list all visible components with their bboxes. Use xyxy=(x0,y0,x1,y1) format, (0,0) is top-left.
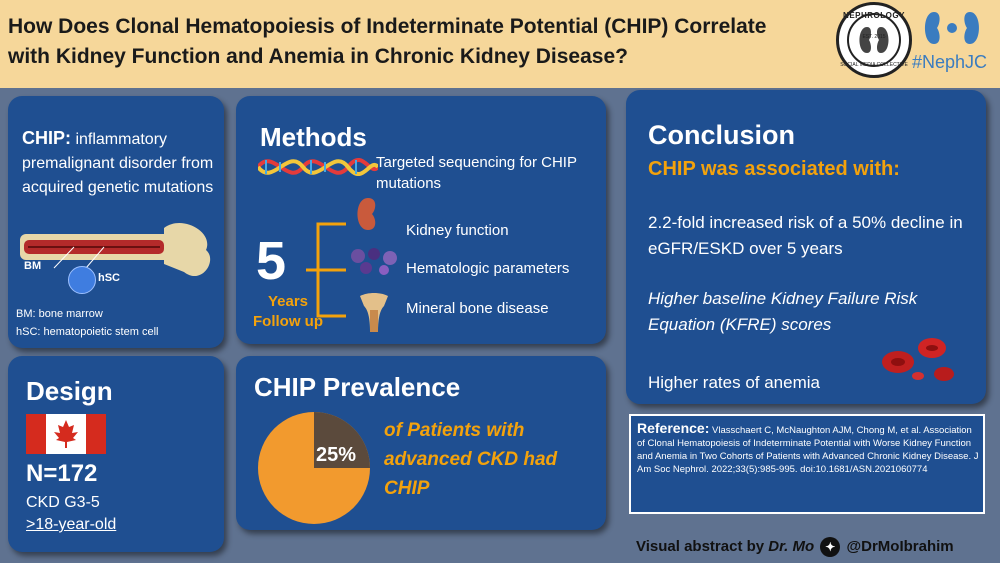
reference-box: Reference: Vlasschaert C, McNaughton AJM… xyxy=(629,414,985,514)
reference-citation: Vlasschaert C, McNaughton AJM, Chong M, … xyxy=(637,425,979,475)
hashtag-label: #NephJC xyxy=(912,52,988,72)
follow-up-years: Years Follow up xyxy=(248,292,328,332)
kidney-icon xyxy=(357,198,376,230)
conclusion-panel: Conclusion CHIP was associated with: 2.2… xyxy=(626,90,986,404)
seal-bottom-text: SOCIAL MEDIA COLLECTIVE xyxy=(840,62,908,68)
age-criteria: >18-year-old xyxy=(26,516,117,533)
bm-label: BM xyxy=(24,260,42,272)
bone-joint-icon xyxy=(360,293,388,332)
prevalence-panel: CHIP Prevalence 25% of Patients with adv… xyxy=(236,356,606,530)
chip-term: CHIP: xyxy=(22,128,71,148)
canada-flag-icon xyxy=(26,414,106,454)
methods-title: Methods xyxy=(260,122,367,152)
seal-inner-ring xyxy=(847,13,901,67)
conclusion-title: Conclusion xyxy=(648,120,795,150)
pie-slice-chip xyxy=(314,412,370,468)
method-item-kidney: Kidney function xyxy=(406,222,509,239)
chip-definition: CHIP: inflammatory premalignant disorder… xyxy=(22,126,222,200)
credit-prefix: Visual abstract by xyxy=(636,537,765,555)
prevalence-pie-chart xyxy=(258,412,370,524)
follow-up-number: 5 xyxy=(256,231,287,291)
sample-size: N=172 xyxy=(26,460,98,487)
method-item-bone: Mineral bone disease xyxy=(406,300,549,317)
design-title: Design xyxy=(26,376,113,406)
methods-panel: Methods Targeted sequencing for CHIP mut… xyxy=(236,96,606,344)
note-hsc: hSC: hematopoietic stem cell xyxy=(16,326,159,338)
credit-line: Visual abstract by Dr. Mo ✦ @DrMoIbrahim xyxy=(636,537,954,557)
note-bm: BM: bone marrow xyxy=(16,308,103,320)
design-panel: Design N=172 CKD G3-5 >18-year-old xyxy=(8,356,224,552)
conclusion-point-egfr: 2.2-fold increased risk of a 50% decline… xyxy=(648,213,963,258)
seal-est-text: EST. 2015 xyxy=(862,34,886,40)
conclusion-subtitle: CHIP was associated with: xyxy=(648,158,900,180)
bracket-icon xyxy=(306,222,346,318)
twitter-bird-icon: ✦ xyxy=(820,537,841,557)
hsc-label: hSC xyxy=(98,272,120,284)
prevalence-title: CHIP Prevalence xyxy=(254,372,461,402)
ckd-stage: CKD G3-5 xyxy=(26,494,100,511)
hsc-cell-icon xyxy=(68,266,96,294)
maple-leaf-icon xyxy=(54,420,78,448)
dna-helix-icon xyxy=(258,158,378,176)
credit-author: Dr. Mo xyxy=(768,537,815,555)
page-title: How Does Clonal Hematopoiesis of Indeter… xyxy=(8,15,767,68)
red-blood-cells-icon xyxy=(882,338,954,381)
follow-up-label: Follow up xyxy=(253,313,323,330)
conclusion-point-anemia: Higher rates of anemia xyxy=(648,373,820,392)
blood-cells-icon xyxy=(351,248,397,275)
sequencing-text: Targeted sequencing for CHIP mutations xyxy=(376,154,577,192)
chip-definition-panel: CHIP: inflammatory premalignant disorder… xyxy=(8,96,224,348)
reference-label: Reference: xyxy=(637,420,710,436)
conclusion-point-kfre: Higher baseline Kidney Failure Risk Equa… xyxy=(648,289,918,334)
kidney-emblem-icon xyxy=(859,27,889,53)
chip-definition-text: inflammatory premalignant disorder from … xyxy=(22,131,214,196)
years-label: Years xyxy=(267,293,309,310)
credit-handle[interactable]: @DrMoIbrahim xyxy=(846,537,954,555)
bone-illustration-icon xyxy=(20,223,211,277)
prevalence-percent-label: 25% xyxy=(316,444,357,466)
reference-text: Reference: Vlasschaert C, McNaughton AJM… xyxy=(637,420,979,476)
method-item-hematologic: Hematologic parameters xyxy=(406,260,570,277)
prevalence-text: of Patients with advanced CKD had CHIP xyxy=(384,420,558,499)
nephrology-seal-logo: NEPHROLOGY EST. 2015 SOCIAL MEDIA COLLEC… xyxy=(836,2,912,78)
header-banner: How Does Clonal Hematopoiesis of Indeter… xyxy=(0,0,1000,88)
nephjc-kidney-icon xyxy=(925,12,979,44)
